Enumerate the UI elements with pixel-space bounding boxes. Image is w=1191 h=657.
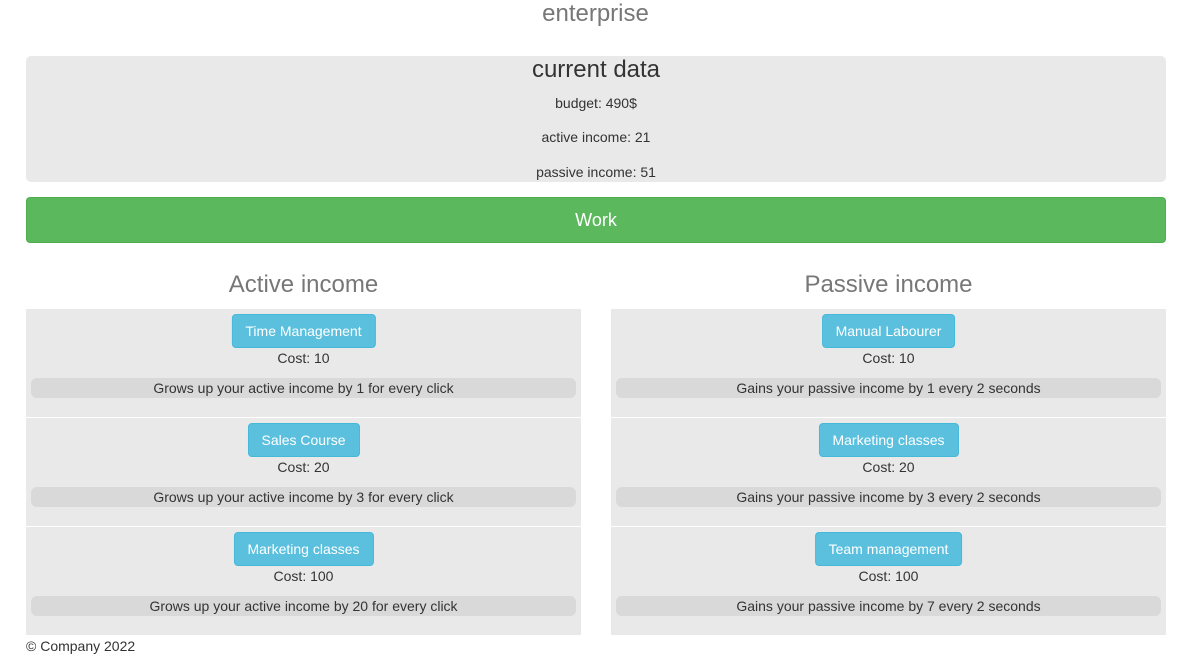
upgrade-cost: Cost: 100 xyxy=(858,568,919,584)
active-income-title: Active income xyxy=(228,271,379,298)
upgrade-cost: Cost: 20 xyxy=(862,459,915,475)
upgrade-cost: Cost: 100 xyxy=(273,568,334,584)
upgrade-description: Grows up your active income by 1 for eve… xyxy=(31,378,576,398)
buy-marketing-classes-passive-button[interactable]: Marketing classes xyxy=(818,423,959,457)
buy-time-management-button[interactable]: Time Management xyxy=(231,314,376,348)
upgrade-description: Grows up your active income by 3 for eve… xyxy=(31,487,576,507)
passive-income-value: passive income: 51 xyxy=(536,164,656,180)
current-data-heading: current data xyxy=(531,56,661,83)
active-upgrade-card: Marketing classes Cost: 100 Grows up you… xyxy=(26,527,581,635)
upgrade-cost: Cost: 10 xyxy=(862,350,915,366)
upgrade-cost: Cost: 20 xyxy=(277,459,330,475)
passive-upgrade-card: Manual Labourer Cost: 10 Gains your pass… xyxy=(611,309,1166,417)
active-upgrade-card: Time Management Cost: 10 Grows up your a… xyxy=(26,309,581,417)
active-income-value: active income: 21 xyxy=(541,129,651,145)
upgrade-description: Grows up your active income by 20 for ev… xyxy=(31,596,576,616)
buy-sales-course-button[interactable]: Sales Course xyxy=(247,423,360,457)
upgrade-cost: Cost: 10 xyxy=(277,350,330,366)
upgrade-description: Gains your passive income by 1 every 2 s… xyxy=(616,378,1161,398)
passive-upgrade-card: Team management Cost: 100 Gains your pas… xyxy=(611,527,1166,635)
budget-value: budget: 490$ xyxy=(555,95,637,111)
work-button[interactable]: Work xyxy=(26,197,1166,243)
app-title: enterprise xyxy=(542,0,649,27)
buy-team-management-button[interactable]: Team management xyxy=(814,532,963,566)
current-data-panel: current data budget: 490$ active income:… xyxy=(26,56,1166,182)
footer-copyright: © Company 2022 xyxy=(26,638,136,654)
upgrade-description: Gains your passive income by 7 every 2 s… xyxy=(616,596,1161,616)
buy-marketing-classes-active-button[interactable]: Marketing classes xyxy=(233,532,374,566)
passive-income-title: Passive income xyxy=(804,271,973,298)
active-upgrade-card: Sales Course Cost: 20 Grows up your acti… xyxy=(26,418,581,526)
passive-upgrade-card: Marketing classes Cost: 20 Gains your pa… xyxy=(611,418,1166,526)
buy-manual-labourer-button[interactable]: Manual Labourer xyxy=(821,314,956,348)
upgrade-description: Gains your passive income by 3 every 2 s… xyxy=(616,487,1161,507)
